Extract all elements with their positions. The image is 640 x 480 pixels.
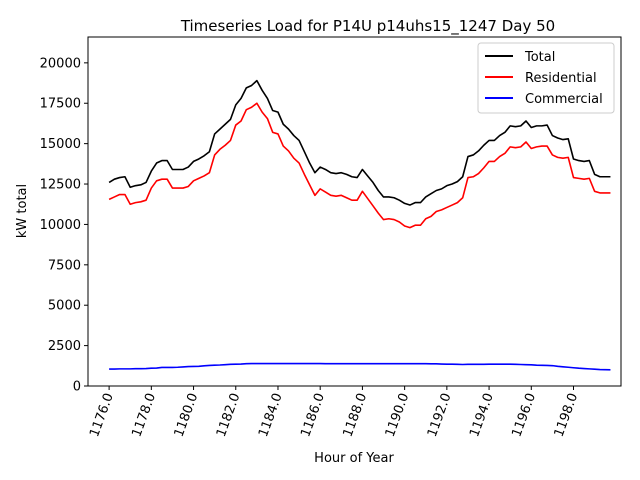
y-tick-label: 12500 [40,178,81,193]
legend-box [477,42,615,114]
x-tick-label: 1184.0 [256,391,286,439]
x-axis-label: Hour of Year [314,451,394,466]
y-tick-label: 7500 [48,258,81,273]
y-tick-label: 10000 [40,218,81,233]
series-line-total [108,79,611,206]
y-tick-label: 17500 [40,97,81,112]
x-tick-label: 1178.0 [129,391,159,439]
y-tick-label: 2500 [48,339,81,354]
legend-label-residential: Residential [525,71,597,86]
series-line-residential [108,102,611,229]
legend-label-total: Total [524,50,555,65]
y-axis-label: kW total [15,184,30,238]
y-tick-label: 15000 [40,137,81,152]
x-tick-label: 1180.0 [172,391,202,439]
x-tick-label: 1194.0 [467,391,497,439]
x-tick-label: 1182.0 [214,391,244,439]
y-tick-label: 5000 [48,299,81,314]
x-tick-label: 1176.0 [87,391,117,439]
legend: Total Residential Commercial [477,42,615,114]
x-tick-label: 1198.0 [552,391,582,439]
y-tick-label: 0 [73,380,81,395]
series-line-commercial [109,362,611,371]
chart-title: Timeseries Load for P14U p14uhs15_1247 D… [180,17,555,36]
x-tick-label: 1196.0 [509,391,539,439]
series-layer [108,79,611,371]
y-tick-label: 20000 [40,56,81,71]
x-tick-label: 1186.0 [298,391,328,439]
x-tick-label: 1188.0 [341,391,371,439]
legend-label-commercial: Commercial [525,92,603,107]
x-tick-label: 1190.0 [383,391,413,439]
x-tick-label: 1192.0 [425,391,455,439]
plot-frame [87,36,622,387]
